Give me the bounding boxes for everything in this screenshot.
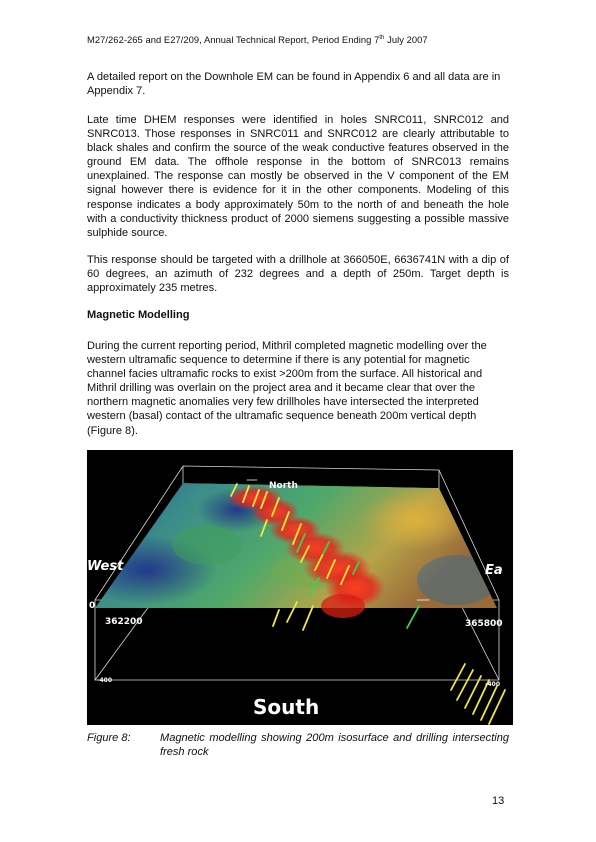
header-superscript: th [379,35,385,41]
label-right-depth: -400 [485,681,500,688]
header-text: M27/262-265 and E27/209, Annual Technica… [87,34,380,45]
caption-text: Magnetic modelling showing 200m isosurfa… [160,732,509,758]
model-3d-view: North South West Ea 362200 365800 -400 -… [87,465,506,725]
figure-labels: North South West Ea 362200 365800 -400 -… [87,481,503,719]
paragraph-downhole-em: A detailed report on the Downhole EM can… [87,71,501,98]
label-left-easting: 362200 [105,617,143,627]
caption-label: Figure 8: [87,732,131,744]
section-heading: Magnetic Modelling [87,309,190,321]
label-south: South [253,695,319,719]
label-east: Ea [485,563,503,578]
drillholes [230,479,506,725]
label-right-easting: 365800 [465,619,503,629]
anomaly-isosurface [227,486,385,618]
figure-magnetic-model: North South West Ea 362200 365800 -400 -… [87,450,513,725]
label-north: North [269,481,298,491]
label-left-depth: -400 [97,677,112,684]
paragraph-magnetic-modelling: During the current reporting period, Mit… [87,340,487,437]
page-number: 13 [492,795,505,807]
paragraph-drill-target: This response should be targeted with a … [87,254,509,295]
paragraph-dhem-responses: Late time DHEM responses were identified… [87,114,509,239]
label-west: West [87,559,124,574]
page-header: M27/262-265 and E27/209, Annual Technica… [87,34,428,45]
header-text-end: July 2007 [384,34,428,45]
label-side: 0 [89,601,95,611]
